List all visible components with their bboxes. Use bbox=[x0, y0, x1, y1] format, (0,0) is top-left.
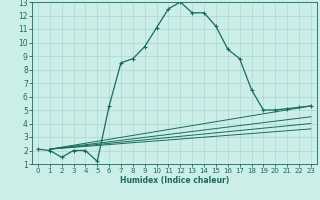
X-axis label: Humidex (Indice chaleur): Humidex (Indice chaleur) bbox=[120, 176, 229, 185]
